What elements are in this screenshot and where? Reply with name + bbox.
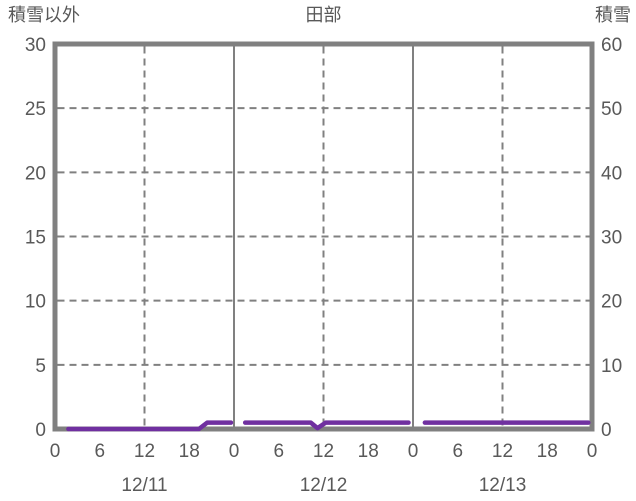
hour-tick-label: 6 [273, 441, 284, 462]
left-axis-tick-label: 20 [25, 163, 46, 184]
hour-tick-label: 12 [134, 441, 155, 462]
left-axis-tick-label: 5 [35, 356, 46, 377]
plot-frame [52, 41, 595, 432]
hour-tick-label: 0 [408, 441, 419, 462]
right-axis-tick-label: 50 [601, 99, 622, 120]
date-label: 12/13 [479, 475, 527, 496]
left-axis-tick-labels: 30 25 20 15 10 5 0 [25, 35, 46, 441]
hour-tick-label: 18 [537, 441, 558, 462]
hour-tick-label: 6 [452, 441, 463, 462]
hour-tick-label: 0 [50, 441, 61, 462]
right-axis-tick-label: 40 [601, 163, 622, 184]
left-axis-tick-label: 10 [25, 292, 46, 313]
day-separators [233, 46, 414, 427]
left-axis-tick-label: 15 [25, 228, 46, 249]
hour-tick-label: 0 [229, 441, 240, 462]
hour-tick-label: 0 [587, 441, 598, 462]
series-lines [66, 420, 591, 432]
right-axis-tick-label: 60 [601, 35, 622, 56]
hour-tick-label: 12 [492, 441, 513, 462]
chart-title: 田部 [305, 5, 342, 25]
plot-border [52, 41, 595, 432]
date-label: 12/12 [300, 475, 348, 496]
hour-tick-label: 18 [358, 441, 379, 462]
hour-tick-label: 18 [179, 441, 200, 462]
hour-tick-labels: 0 6 12 18 0 6 12 18 0 6 12 18 0 [50, 441, 598, 462]
series-line-segment [66, 420, 234, 432]
right-axis-tick-label: 30 [601, 228, 622, 249]
left-axis-title: 積雪以外 [8, 5, 80, 25]
left-axis-tick-label: 25 [25, 99, 46, 120]
right-axis-tick-label: 0 [601, 420, 612, 441]
right-axis-tick-label: 10 [601, 356, 622, 377]
hour-tick-label: 6 [94, 441, 105, 462]
left-axis-tick-label: 0 [35, 420, 46, 441]
date-label: 12/11 [121, 475, 167, 496]
hour-tick-label: 12 [313, 441, 334, 462]
v-gridlines [143, 46, 504, 427]
right-axis-tick-label: 20 [601, 292, 622, 313]
left-axis-tick-label: 30 [25, 35, 46, 56]
right-axis-title: 積雪 [595, 5, 631, 25]
series-line-segment [242, 420, 411, 431]
date-labels: 12/11 12/12 12/13 [121, 475, 526, 496]
right-axis-tick-labels: 60 50 40 30 20 10 0 [601, 35, 622, 441]
